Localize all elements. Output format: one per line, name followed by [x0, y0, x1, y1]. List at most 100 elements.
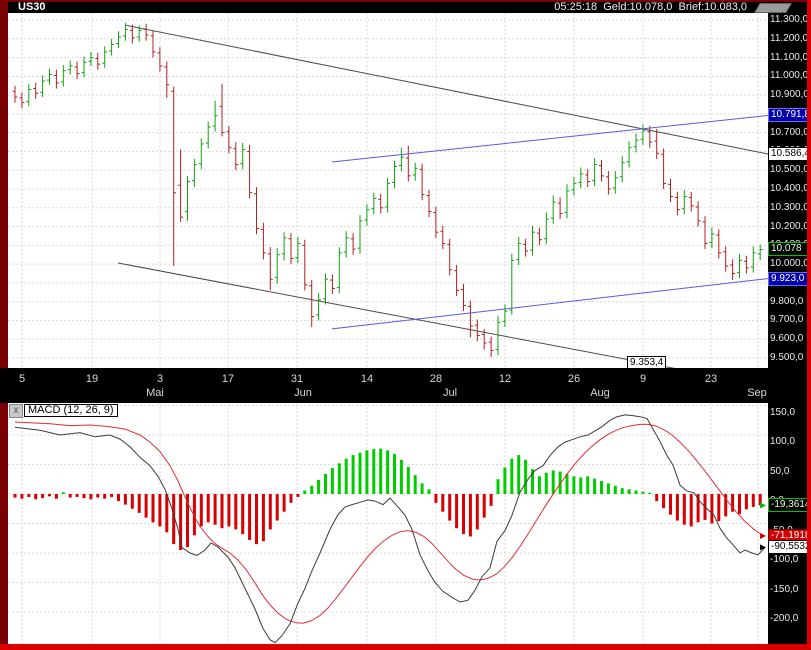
ohlc-bar	[74, 61, 80, 80]
ohlc-bar	[571, 176, 577, 196]
window-menu-icon[interactable]	[754, 3, 792, 13]
ohlc-bar	[702, 216, 708, 250]
macd-marker-green: -19,3614	[768, 498, 809, 513]
macd-histogram-bar	[34, 494, 38, 500]
ohlc-bar	[695, 201, 701, 227]
x-axis-day-label: 14	[360, 373, 374, 385]
ask-value: Brief:10.083,0	[678, 1, 748, 13]
macd-value-arrow	[760, 544, 766, 551]
macd-axis-label: 50,0	[770, 465, 790, 477]
macd-histogram-bar	[496, 479, 500, 494]
macd-histogram-bar	[724, 494, 728, 517]
macd-histogram-bar	[165, 494, 169, 533]
ohlc-bar	[461, 283, 466, 312]
ohlc-bar	[619, 156, 625, 183]
ohlc-bar	[737, 253, 742, 279]
macd-histogram-bar	[220, 494, 224, 529]
macd-histogram-bar	[241, 494, 245, 535]
ohlc-bar	[405, 145, 411, 182]
ohlc-bar	[516, 236, 522, 266]
macd-value-arrow	[760, 533, 766, 540]
ohlc-bar	[495, 315, 501, 356]
ohlc-bar	[757, 244, 763, 261]
ohlc-bar	[143, 23, 149, 41]
macd-histogram-bar	[689, 494, 693, 527]
macd-histogram-bar	[448, 494, 452, 521]
ohlc-bar	[730, 259, 736, 281]
macd-histogram-bar	[296, 494, 300, 497]
window-frame-left	[0, 0, 8, 650]
ohlc-bar	[605, 171, 611, 195]
macd-histogram-bar	[89, 494, 93, 500]
price-marker-green: 10.078	[768, 242, 809, 257]
macd-histogram-bar	[344, 458, 348, 494]
macd-histogram-bar	[710, 494, 714, 524]
ohlc-bar	[329, 274, 335, 295]
macd-histogram-bar	[82, 494, 86, 499]
macd-histogram-bar	[475, 494, 479, 530]
macd-histogram-bar	[268, 494, 272, 530]
trendline[interactable]	[117, 262, 766, 387]
ohlc-bar	[743, 255, 749, 274]
macd-histogram-bar	[551, 470, 555, 494]
macd-histogram-bar	[351, 455, 355, 494]
macd-histogram-bar	[103, 494, 107, 499]
price-chart-canvas[interactable]	[8, 13, 769, 387]
ohlc-bar	[102, 46, 108, 68]
ohlc-bar	[681, 189, 687, 215]
price-chart-area[interactable]	[8, 13, 769, 387]
macd-histogram-bar	[117, 494, 120, 502]
x-axis-day-label: 23	[704, 373, 718, 385]
symbol-title: US30	[18, 1, 46, 13]
macd-histogram-bar	[186, 494, 189, 548]
macd-histogram-bar	[655, 494, 659, 502]
macd-histogram-bar	[758, 494, 762, 506]
macd-histogram-bar	[524, 459, 528, 494]
price-axis-label: 11.000,0	[770, 70, 809, 82]
ohlc-bar	[88, 51, 94, 67]
macd-histogram-bar	[130, 494, 134, 509]
ohlc-bar	[530, 225, 535, 256]
trendline[interactable]	[331, 114, 769, 163]
macd-histogram-bar	[634, 490, 638, 494]
price-axis-label: 9.500,0	[770, 352, 804, 363]
macd-line	[14, 414, 766, 644]
ohlc-bar	[281, 232, 287, 261]
macd-chart-area[interactable]	[8, 403, 768, 644]
ohlc-bar	[343, 231, 349, 258]
ohlc-bar	[122, 22, 128, 41]
macd-close-icon[interactable]: x	[9, 404, 23, 418]
ohlc-bar	[309, 280, 315, 328]
ohlc-bar	[302, 239, 308, 291]
macd-histogram-bar	[358, 452, 362, 494]
ohlc-bar	[350, 233, 356, 255]
macd-histogram-bar	[420, 483, 424, 494]
price-axis-label: 11.200,0	[770, 32, 809, 44]
x-axis-day-label: 26	[567, 373, 581, 385]
macd-histogram-bar	[206, 494, 210, 523]
x-axis-day-label: 5	[18, 373, 26, 385]
price-axis-label: 10.500,0	[770, 164, 809, 176]
ohlc-bar	[316, 293, 322, 321]
macd-histogram-bar	[330, 468, 334, 494]
ohlc-bar	[26, 83, 32, 107]
macd-histogram-bar	[586, 476, 590, 494]
macd-histogram-bar	[303, 490, 307, 494]
ohlc-bar	[364, 204, 370, 226]
window-frame-bottom	[0, 644, 811, 650]
macd-histogram-bar	[337, 463, 341, 494]
ohlc-bar	[274, 248, 280, 284]
ohlc-bar	[247, 144, 253, 199]
ohlc-bar	[226, 126, 232, 154]
macd-histogram-bar	[158, 494, 162, 527]
macd-histogram-bar	[179, 494, 183, 551]
macd-histogram-bar	[27, 494, 31, 497]
trendline[interactable]	[331, 278, 769, 330]
ohlc-bar	[398, 147, 404, 172]
ohlc-bar	[392, 160, 397, 189]
ohlc-bar	[164, 61, 170, 98]
macd-histogram-bar	[48, 494, 51, 497]
trendline[interactable]	[124, 24, 769, 155]
macd-histogram-bar	[372, 449, 376, 494]
macd-chart-canvas[interactable]	[8, 403, 768, 644]
